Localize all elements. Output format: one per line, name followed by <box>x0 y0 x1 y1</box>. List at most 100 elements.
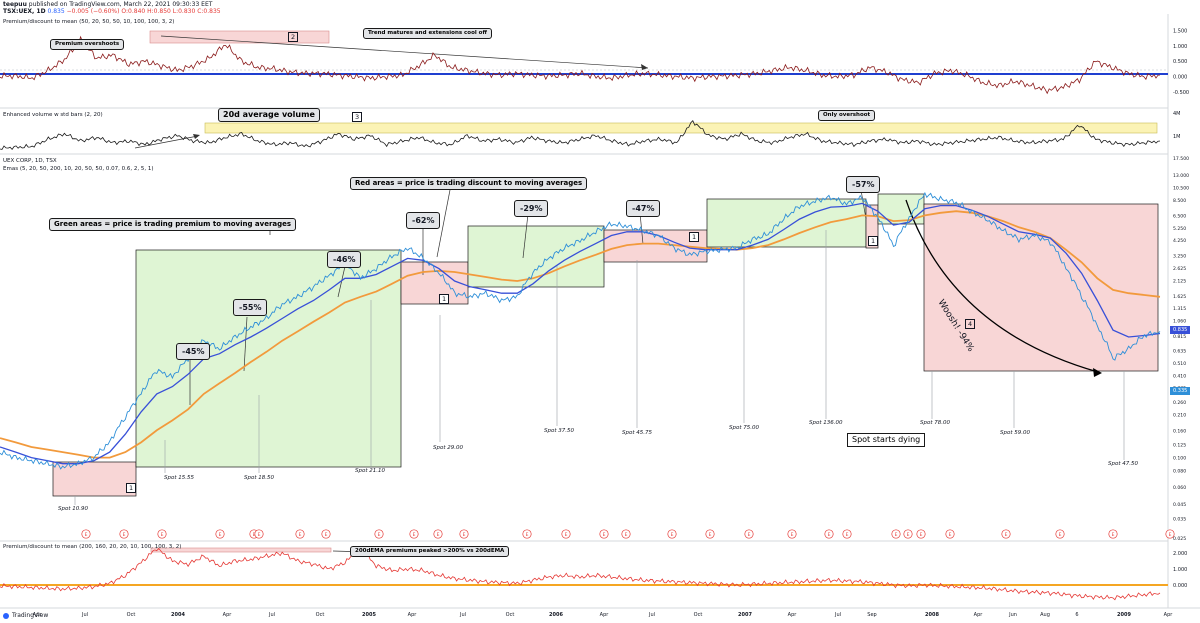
premium-box-4 <box>877 193 925 225</box>
y-tick-label: 1.000 <box>1173 44 1187 50</box>
author[interactable]: teepuu <box>3 1 27 8</box>
premium-bottom-series: 2.000 1.000 0.000 <box>0 547 1187 601</box>
ema-fast-line <box>0 202 1161 465</box>
ema-slow-line <box>0 210 1161 459</box>
x-tick-label: 2006 <box>549 612 563 618</box>
trend-arrow-head <box>641 64 648 70</box>
y-tick-label: 2.125 <box>1173 278 1186 284</box>
drawdown-callout: -45% <box>176 343 211 360</box>
earnings-event-label: E <box>603 532 606 538</box>
earnings-event-label: E <box>895 532 898 538</box>
ema-peak-callout: 200dEMA premiums peaked >200% vs 200dEMA <box>350 546 510 557</box>
volume-title: Enhanced volume w std bars (2, 20) <box>3 112 103 118</box>
axis-ticks: Apr Jul Oct 2004 Apr Jul Oct 2005 Apr Jul Oct 2006 A… <box>33 612 1174 618</box>
crash-arrow-head <box>1093 368 1102 377</box>
drawdown-callout: -57% <box>846 176 881 193</box>
x-tick-label: 2007 <box>738 612 752 618</box>
earnings-event-icon <box>621 529 631 539</box>
spot-label: Spot 78.00 <box>920 420 950 426</box>
x-tick-label: 2009 <box>1117 612 1131 618</box>
earnings-event-icon <box>254 529 264 539</box>
earnings-event-label: E <box>709 532 712 538</box>
x-tick-label: 2008 <box>925 612 939 618</box>
drawdown-callout: -29% <box>514 200 549 217</box>
y-tick-label: 0.100 <box>1173 456 1186 462</box>
earnings-event-label: E <box>299 532 302 538</box>
price-title: UEX CORP, 1D, TSX <box>3 158 57 164</box>
last-price: 0.835 <box>47 8 65 15</box>
spot-label: Spot 75.00 <box>729 425 759 431</box>
earnings-event-label: E <box>1112 532 1115 538</box>
earnings-event-icon <box>891 529 901 539</box>
earnings-event-label: E <box>258 532 261 538</box>
x-tick-label: 6 <box>1075 612 1078 618</box>
spot-label: Spot 29.00 <box>433 445 463 451</box>
box-number-2: 2 <box>288 32 299 42</box>
x-tick-label: Jul <box>81 612 88 618</box>
box-number-4: 4 <box>965 319 976 329</box>
tradingview-logo-icon <box>3 612 9 619</box>
x-tick-label: 2004 <box>171 612 185 618</box>
y-tick-label: 1.315 <box>1173 306 1186 312</box>
earnings-event-icon <box>1055 529 1065 539</box>
earnings-event-label: E <box>828 532 831 538</box>
premium-bottom-title: Premium/discount to mean (200, 160, 20, … <box>3 544 182 550</box>
x-tick-label: Apr <box>33 612 43 618</box>
earnings-event-icon <box>842 529 852 539</box>
brand-footer[interactable]: TradingView <box>3 612 48 619</box>
x-tick-label: Jul <box>834 612 841 618</box>
y-tick-label: 1.625 <box>1173 294 1186 300</box>
discount-box-1 <box>52 461 137 497</box>
box-number-1: 1 <box>868 236 879 246</box>
y-tick-label: 0.260 <box>1173 400 1186 406</box>
earnings-event-label: E <box>920 532 923 538</box>
brand-label: TradingView <box>12 612 49 619</box>
avg-volume-callout: 20d average volume <box>218 108 320 122</box>
y-tick-label: 0.635 <box>1173 348 1186 354</box>
ema-price-tag: 0.335 <box>1170 387 1191 395</box>
box-number-1: 1 <box>439 294 450 304</box>
volume-arrow-line <box>134 135 199 149</box>
earnings-event-icon <box>1001 529 1011 539</box>
x-tick-label: Oct <box>506 612 515 618</box>
green-areas-callout: Green areas = price is trading premium t… <box>49 218 297 231</box>
price-series: 17.500 13.000 10.500 8.500 6.500 5.250 4.250 3.… <box>0 156 1189 542</box>
spot-dying-callout: Spot starts dying <box>847 433 926 447</box>
earnings-event-label: E <box>565 532 568 538</box>
earnings-event-label: E <box>463 532 466 538</box>
price-change: −0.005 (−0.60%) <box>66 8 120 15</box>
y-tick-label: 6.500 <box>1173 213 1186 219</box>
volume-series: 4M 1M <box>0 111 1181 151</box>
x-tick-label: Jul <box>268 612 275 618</box>
y-tick-label: 2.625 <box>1173 266 1186 272</box>
box-number-1: 1 <box>689 232 700 242</box>
y-tick-label: 3.250 <box>1173 254 1186 260</box>
y-tick-label: 0.035 <box>1173 516 1186 522</box>
earnings-event-icon <box>1165 529 1175 539</box>
earnings-event-label: E <box>378 532 381 538</box>
earnings-event-label: E <box>253 532 256 538</box>
y-tick-label: 0.045 <box>1173 502 1186 508</box>
earnings-event-label: E <box>949 532 952 538</box>
y-tick-label: 1.060 <box>1173 319 1186 325</box>
box-number-3: 3 <box>352 112 363 122</box>
y-tick-label: -0.500 <box>1173 90 1189 96</box>
earnings-event-label: E <box>791 532 794 538</box>
y-tick-label: 0.125 <box>1173 443 1186 449</box>
earnings-event-icon <box>824 529 834 539</box>
y-tick-label: 4.250 <box>1173 238 1186 244</box>
y-tick-label: 5.250 <box>1173 226 1186 232</box>
y-tick-label: 0.060 <box>1173 485 1186 491</box>
earnings-event-icon <box>409 529 419 539</box>
earnings-event-label: E <box>846 532 849 538</box>
ticker-line: TSX:UEX, 1D 0.835 −0.005 (−0.60%) O:0.84… <box>3 8 221 16</box>
earnings-event-label: E <box>161 532 164 538</box>
y-tick-label: 8.500 <box>1173 198 1186 204</box>
symbol[interactable]: TSX:UEX, 1D <box>3 8 46 15</box>
last-price-tag: 0.835 <box>1170 326 1191 334</box>
earnings-event-icon <box>433 529 443 539</box>
earnings-event-icon <box>1108 529 1118 539</box>
x-tick-label: Apr <box>600 612 610 618</box>
earnings-event-icon <box>744 529 754 539</box>
